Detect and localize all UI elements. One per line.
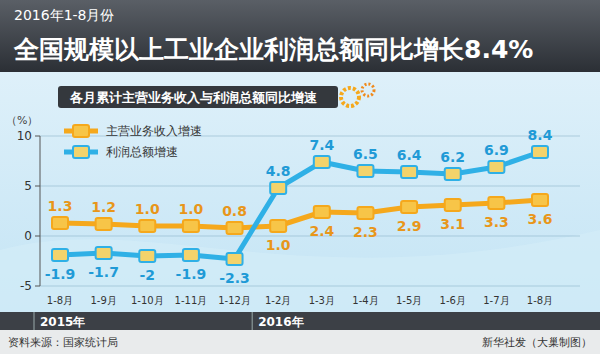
- data-label: 2.4: [309, 223, 334, 239]
- marker: [183, 249, 199, 261]
- marker: [445, 199, 461, 211]
- tick: [35, 136, 40, 137]
- data-label: 1.0: [179, 201, 204, 217]
- x-tick-label: 1-8月: [527, 295, 553, 306]
- data-label: 3.1: [440, 216, 465, 232]
- x-tick-label: 1-3月: [309, 295, 335, 306]
- marker: [488, 197, 504, 209]
- data-label: 4.8: [266, 163, 291, 179]
- source: 资料来源：国家统计局: [8, 336, 118, 349]
- marker: [227, 253, 243, 265]
- marker: [532, 194, 548, 206]
- legend-label: 利润总额增速: [106, 145, 178, 159]
- x-tick-label: 1-7月: [483, 295, 509, 306]
- background: [0, 0, 600, 354]
- x-tick-label: 1-11月: [175, 295, 208, 306]
- footer: [0, 330, 600, 354]
- group-label: 2015年: [40, 315, 85, 329]
- x-tick-label: 1-8月: [47, 295, 73, 306]
- data-label: 6.2: [440, 149, 465, 165]
- legend-marker: [73, 146, 89, 158]
- data-label: 6.5: [353, 146, 378, 162]
- tick: [35, 286, 40, 287]
- data-label: 1.2: [91, 199, 116, 215]
- x-tick-label: 1-9月: [90, 295, 116, 306]
- marker: [357, 165, 373, 177]
- gear-icon: [362, 84, 374, 96]
- marker: [227, 222, 243, 234]
- tick-label: 5: [24, 179, 32, 193]
- marker: [488, 161, 504, 173]
- chart: 2016年1-8月份全国规模以上工业企业利润总额同比增长8.4% 各月累计主营业务…: [0, 0, 600, 354]
- credit: 新华社发（大巢制图）: [482, 336, 592, 349]
- data-label: 3.3: [484, 214, 509, 230]
- subtitle: 2016年1-8月份: [14, 7, 115, 23]
- x-tick-label: 1-5月: [396, 295, 422, 306]
- gear-icon: [341, 88, 359, 106]
- chart-title: 各月累计主营业务收入与利润总额同比增速: [69, 90, 318, 105]
- marker: [96, 247, 112, 259]
- wave: [0, 230, 600, 312]
- data-label: -2.3: [219, 270, 250, 286]
- group-label: 2016年: [258, 315, 303, 329]
- marker: [401, 201, 417, 213]
- marker: [532, 146, 548, 158]
- legend-label: 主营业务收入增速: [106, 124, 202, 138]
- data-label: 2.3: [353, 224, 378, 240]
- data-label: 7.4: [309, 137, 334, 153]
- marker: [52, 217, 68, 229]
- data-label: -2: [139, 267, 155, 283]
- x-tick-label: 1-2月: [265, 295, 291, 306]
- data-label: 0.8: [222, 203, 247, 219]
- x-tick-label: 1-6月: [440, 295, 466, 306]
- marker: [183, 220, 199, 232]
- data-label: 1.0: [135, 201, 160, 217]
- data-label: 3.6: [528, 211, 553, 227]
- tick-label: 0: [24, 229, 32, 243]
- group-separator: [34, 312, 35, 330]
- y-axis: [40, 136, 41, 286]
- data-labels: 1.3 1.2 1.0 1.0 0.8 1.0 2.4 2.3 2.9 3.1 3.3 3.6 -1.9…: [45, 127, 553, 286]
- data-label: 1.3: [48, 198, 73, 214]
- x-tick-label: 1-4月: [352, 295, 378, 306]
- data-label: -1.9: [45, 266, 76, 282]
- tick-label: -5: [20, 279, 32, 293]
- marker: [270, 220, 286, 232]
- marker: [139, 250, 155, 262]
- marker: [139, 220, 155, 232]
- y-axis-label: （%）: [6, 114, 38, 127]
- year-strip: [0, 312, 600, 330]
- data-label: -1.9: [176, 266, 207, 282]
- title: 全国规模以上工业企业利润总额同比增长8.4%: [13, 35, 533, 64]
- series-line: [60, 152, 540, 259]
- data-label: 2.9: [397, 218, 422, 234]
- data-label: 6.4: [397, 147, 422, 163]
- marker: [314, 206, 330, 218]
- plot: [52, 146, 548, 265]
- chart-title-bar: [58, 86, 338, 108]
- x-tick-label: 1-12月: [218, 295, 251, 306]
- marker: [357, 207, 373, 219]
- tick: [35, 186, 40, 187]
- grid-line: [40, 286, 580, 287]
- tick-label: 10: [17, 129, 32, 143]
- header: [0, 0, 600, 72]
- data-label: 1.0: [266, 237, 291, 253]
- grid-line: [40, 186, 580, 187]
- data-label: 8.4: [528, 127, 553, 143]
- data-label: -1.7: [88, 264, 119, 280]
- marker: [314, 156, 330, 168]
- legend-marker: [73, 125, 89, 137]
- marker: [445, 168, 461, 180]
- marker: [96, 218, 112, 230]
- tick: [35, 236, 40, 237]
- x-tick-label: 1-10月: [131, 295, 164, 306]
- series-line: [60, 200, 540, 228]
- marker: [270, 182, 286, 194]
- marker: [52, 249, 68, 261]
- marker: [401, 166, 417, 178]
- group-separator: [252, 312, 253, 330]
- data-label: 6.9: [484, 142, 509, 158]
